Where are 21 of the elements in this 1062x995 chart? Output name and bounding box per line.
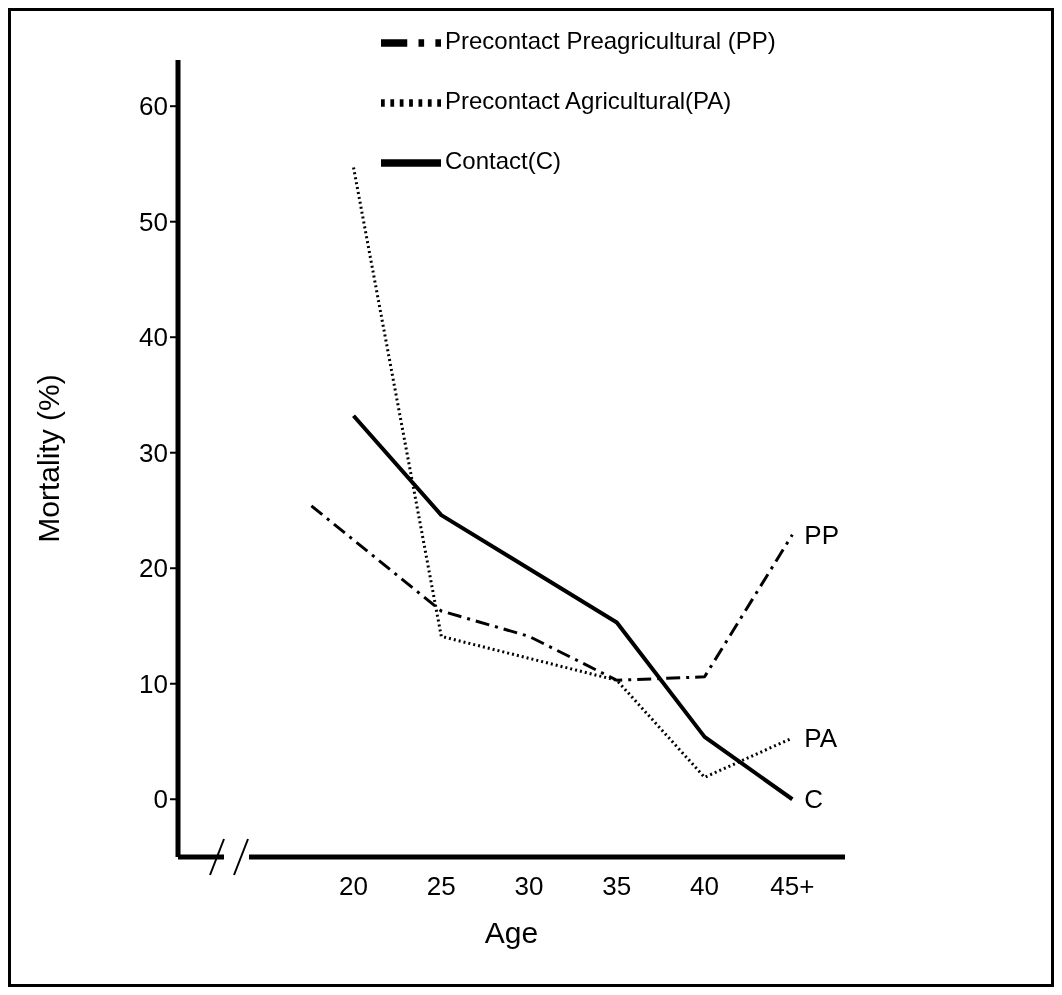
y-tick-label: 40 (139, 322, 168, 353)
annotation: PP (804, 519, 840, 550)
y-tick-label: 30 (139, 437, 168, 468)
y-tick-label: 10 (139, 668, 168, 699)
y-tick-label: 50 (139, 206, 168, 237)
legend-label: Contact(C) (445, 147, 562, 175)
y-tick-label: 20 (139, 553, 168, 584)
legend-label: Precontact Preagricultural (PP) (445, 27, 776, 55)
x-tick-label: 20 (339, 871, 368, 902)
y-tick-label: 0 (153, 784, 168, 815)
legend-label: Precontact Agricultural(PA) (445, 87, 732, 115)
annotation: PA (804, 723, 838, 754)
x-tick-label: 40 (690, 871, 720, 902)
y-tick-label: 60 (139, 91, 168, 122)
x-tick-label: 35 (602, 871, 632, 902)
annotation: C (804, 784, 824, 815)
x-tick-label: 30 (514, 871, 544, 902)
x-tick-label: 45+ (770, 871, 815, 902)
x-axis-title: Age (484, 916, 539, 949)
y-axis-title: Mortality (%) (31, 374, 65, 543)
x-tick-label: 25 (426, 871, 456, 902)
